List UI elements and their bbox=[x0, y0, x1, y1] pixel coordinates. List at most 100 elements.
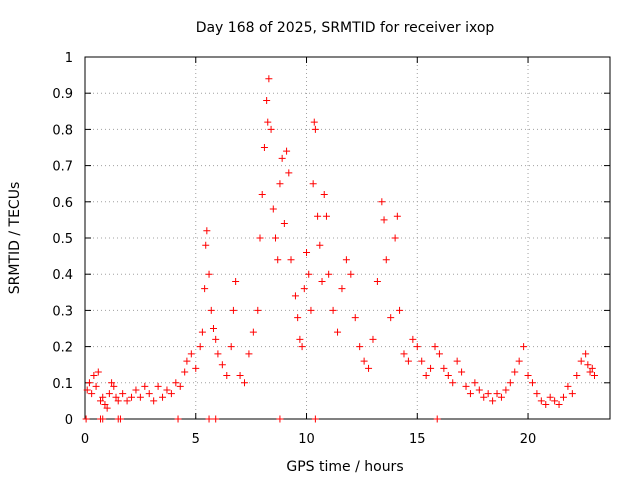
data-point bbox=[351, 314, 359, 322]
data-point bbox=[141, 382, 149, 390]
data-point bbox=[132, 386, 140, 394]
data-point bbox=[471, 379, 479, 387]
x-tick-label: 0 bbox=[81, 432, 89, 447]
data-point bbox=[391, 234, 399, 242]
data-point bbox=[274, 256, 282, 264]
y-tick-label: 0.5 bbox=[52, 232, 73, 247]
data-point bbox=[329, 306, 337, 314]
data-point bbox=[249, 328, 257, 336]
x-axis-label: GPS time / hours bbox=[286, 459, 403, 475]
data-point bbox=[136, 393, 144, 401]
data-point bbox=[269, 205, 277, 213]
data-point bbox=[163, 386, 171, 394]
data-point bbox=[475, 386, 483, 394]
data-point bbox=[493, 390, 501, 398]
grid-layer bbox=[85, 57, 610, 419]
data-point bbox=[369, 335, 377, 343]
data-point bbox=[433, 415, 441, 423]
data-point bbox=[85, 379, 93, 387]
data-point bbox=[318, 277, 326, 285]
data-point bbox=[99, 415, 107, 423]
data-point bbox=[150, 397, 158, 405]
data-point bbox=[382, 256, 390, 264]
data-point bbox=[128, 393, 136, 401]
x-tick-label: 20 bbox=[520, 432, 537, 447]
data-point bbox=[280, 220, 288, 228]
data-point bbox=[365, 364, 373, 372]
data-point bbox=[181, 368, 189, 376]
data-point bbox=[167, 390, 175, 398]
data-point bbox=[311, 415, 319, 423]
data-point bbox=[360, 357, 368, 365]
data-point bbox=[380, 216, 388, 224]
data-point bbox=[418, 357, 426, 365]
data-point bbox=[453, 357, 461, 365]
data-point bbox=[325, 270, 333, 278]
data-point bbox=[489, 397, 497, 405]
data-point bbox=[159, 393, 167, 401]
data-point bbox=[373, 277, 381, 285]
data-point bbox=[116, 415, 124, 423]
data-point bbox=[559, 393, 567, 401]
data-point bbox=[227, 343, 235, 351]
data-point bbox=[586, 368, 594, 376]
data-point bbox=[356, 343, 364, 351]
data-point bbox=[192, 364, 200, 372]
data-point bbox=[264, 118, 272, 126]
data-point bbox=[480, 393, 488, 401]
data-point bbox=[577, 357, 585, 365]
data-point bbox=[99, 393, 107, 401]
data-point bbox=[303, 248, 311, 256]
data-point bbox=[462, 382, 470, 390]
data-point bbox=[198, 328, 206, 336]
data-point bbox=[533, 390, 541, 398]
data-point bbox=[207, 306, 215, 314]
data-point bbox=[276, 180, 284, 188]
data-point bbox=[254, 306, 262, 314]
data-point bbox=[511, 368, 519, 376]
data-point bbox=[283, 147, 291, 155]
data-point bbox=[174, 415, 182, 423]
data-point bbox=[212, 335, 220, 343]
data-point bbox=[568, 390, 576, 398]
data-point bbox=[265, 75, 273, 83]
data-point bbox=[232, 277, 240, 285]
data-point bbox=[291, 292, 299, 300]
data-point bbox=[176, 382, 184, 390]
data-point bbox=[88, 390, 96, 398]
data-point bbox=[276, 415, 284, 423]
data-point bbox=[338, 285, 346, 293]
data-point bbox=[260, 144, 268, 151]
data-point bbox=[582, 350, 590, 358]
data-point bbox=[205, 270, 213, 278]
data-point bbox=[201, 285, 209, 293]
data-point bbox=[123, 397, 131, 405]
data-point bbox=[590, 372, 598, 380]
y-tick-label: 0.8 bbox=[52, 123, 73, 138]
data-point bbox=[196, 343, 204, 351]
data-point bbox=[528, 379, 536, 387]
data-point bbox=[263, 96, 271, 104]
data-point bbox=[296, 335, 304, 343]
data-point bbox=[205, 415, 213, 423]
data-point bbox=[588, 364, 596, 372]
data-point bbox=[435, 350, 443, 358]
data-point bbox=[114, 397, 122, 405]
data-point bbox=[145, 390, 153, 398]
x-tick-label: 5 bbox=[192, 432, 200, 447]
data-point bbox=[431, 343, 439, 351]
data-point bbox=[458, 368, 466, 376]
data-point bbox=[542, 401, 550, 409]
data-point bbox=[347, 270, 355, 278]
data-point bbox=[555, 401, 563, 409]
y-tick-label: 0 bbox=[65, 413, 73, 428]
data-point bbox=[484, 390, 492, 398]
data-point bbox=[466, 390, 474, 398]
data-point bbox=[202, 241, 210, 249]
data-point bbox=[506, 379, 514, 387]
data-point bbox=[83, 386, 91, 394]
data-point bbox=[82, 415, 90, 423]
data-point bbox=[209, 325, 217, 332]
x-tick-label: 15 bbox=[409, 432, 426, 447]
